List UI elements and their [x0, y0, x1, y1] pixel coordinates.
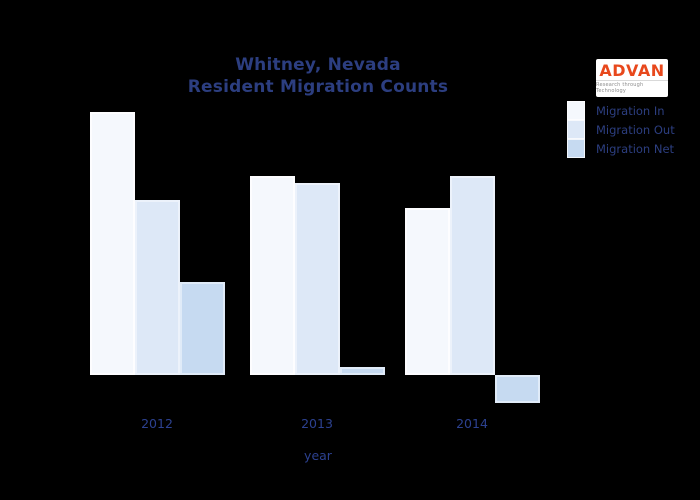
legend-label: Migration Out — [596, 122, 675, 137]
legend-item: Migration Net — [567, 139, 675, 158]
legend-item: Migration Out — [567, 120, 675, 139]
legend-swatch-icon — [567, 139, 585, 158]
legend-label: Migration In — [596, 103, 665, 118]
bar-migration-in-2012 — [89, 112, 135, 375]
advan-brand-text: ADVAN — [599, 61, 665, 80]
bar-migration-out-2013 — [294, 183, 340, 375]
legend-swatch-icon — [567, 120, 585, 139]
legend: Migration In Migration Out Migration Net — [567, 101, 675, 158]
bar-migration-out-2014 — [449, 176, 495, 375]
bar-migration-net-2013 — [339, 367, 385, 375]
x-tick-label: 2014 — [456, 416, 488, 431]
bar-migration-net-2012 — [179, 282, 225, 375]
legend-item: Migration In — [567, 101, 675, 120]
x-tick-label: 2012 — [141, 416, 173, 431]
legend-swatch-icon — [567, 101, 585, 120]
chart-title: Whitney, Nevada — [235, 55, 401, 75]
bar-migration-in-2014 — [404, 208, 450, 375]
chart-subtitle: Resident Migration Counts — [187, 77, 449, 97]
bar-migration-net-2014 — [494, 375, 540, 403]
x-axis-label: year — [304, 448, 332, 463]
advan-tagline-text: Research through Technology — [596, 80, 668, 94]
bar-migration-in-2013 — [249, 176, 295, 375]
legend-label: Migration Net — [596, 141, 675, 156]
bar-migration-out-2012 — [134, 200, 180, 375]
x-tick-label: 2013 — [301, 416, 333, 431]
chart-title-block: Whitney, Nevada Resident Migration Count… — [0, 54, 636, 98]
advan-logo: ADVAN Research through Technology — [596, 59, 668, 97]
